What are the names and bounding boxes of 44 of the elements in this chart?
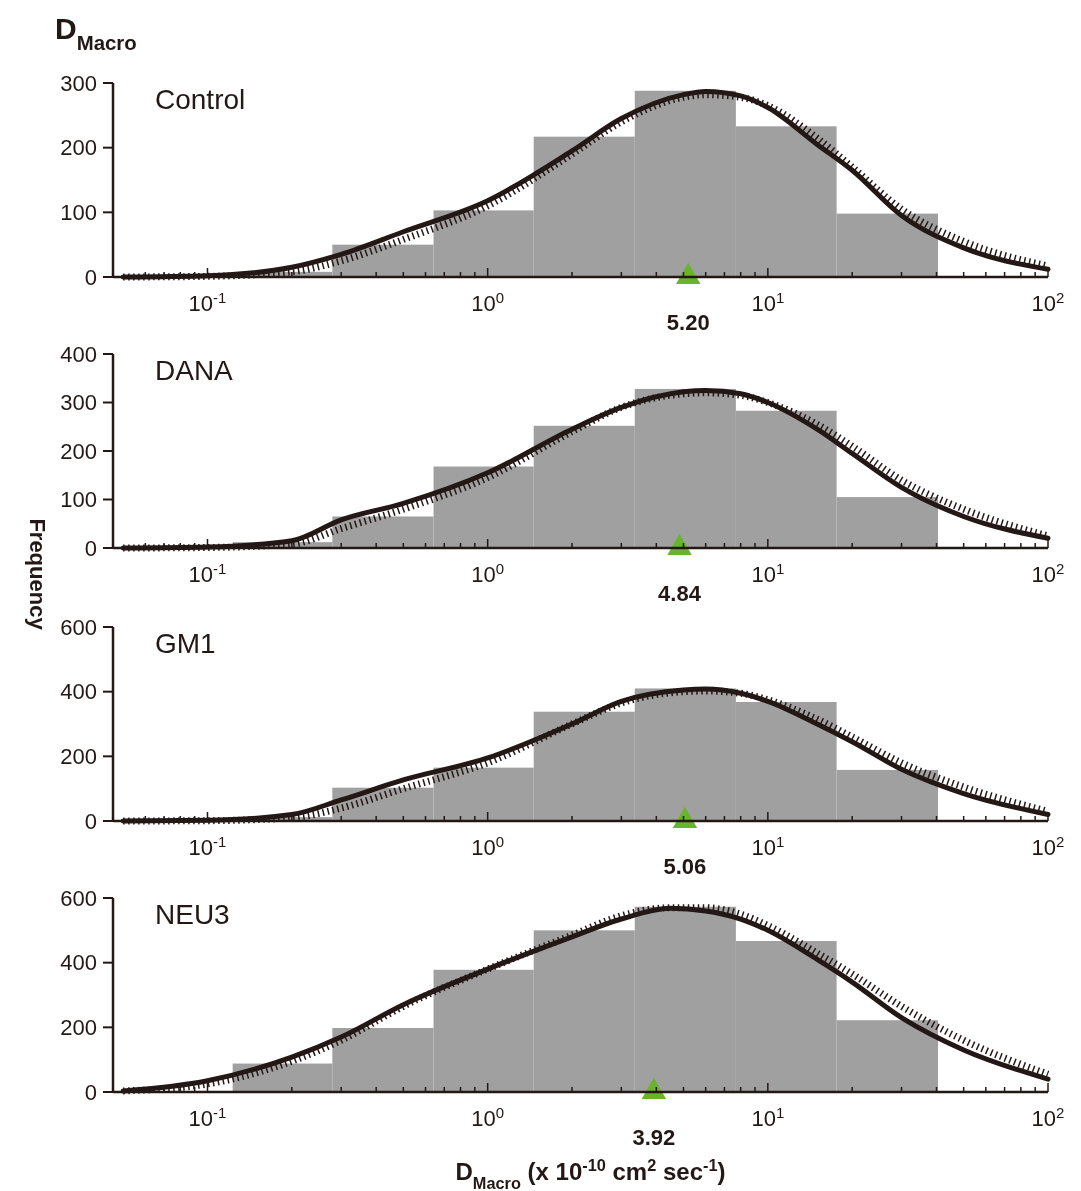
- y-tick-label: 300: [60, 70, 97, 96]
- x-tick-label: 10$^{1}$: [751, 559, 785, 587]
- text: D$_{Macro}$: [55, 12, 137, 54]
- x-tick-label: 10$^{0}$: [471, 559, 505, 587]
- y-tick-label: 100: [60, 487, 97, 513]
- x-tick-label: 10$^{1}$: [751, 288, 785, 316]
- annotation: 5.06: [663, 854, 707, 879]
- chart-title: NEU3: [155, 899, 230, 930]
- y-tick-label: 0: [84, 264, 97, 290]
- x-tick-label: 10$^{0}$: [471, 832, 505, 860]
- annotation: 3.92: [632, 1125, 676, 1150]
- x-tick-label: 10$^{2}$: [1031, 288, 1065, 316]
- y-axis-title: Frequency: [25, 518, 50, 631]
- x-tick-label: 10$^{-1}$: [188, 1103, 227, 1131]
- annotation: 5.20: [666, 310, 710, 335]
- y-tick-label: 600: [60, 614, 97, 640]
- y-tick-label: 0: [84, 1079, 97, 1105]
- text: D$_{Macro}$ (x 10$^{-10}$ cm$^{2}$ sec$^{-1}$): [455, 1156, 726, 1191]
- annotation: 4.84: [658, 581, 702, 606]
- x-tick-label: 10$^{2}$: [1031, 1103, 1065, 1131]
- y-tick-label: 200: [60, 438, 97, 464]
- x-tick-label: 10$^{0}$: [471, 1103, 505, 1131]
- y-tick-label: 300: [60, 390, 97, 416]
- chart-title: DANA: [155, 355, 234, 386]
- y-tick-label: 600: [60, 885, 97, 911]
- y-tick-label: 400: [60, 950, 97, 976]
- y-tick-label: 100: [60, 200, 97, 226]
- chart-title: Control: [155, 84, 246, 115]
- x-tick-label: 10$^{2}$: [1031, 832, 1065, 860]
- chart-title: GM1: [155, 628, 216, 659]
- x-tick-label: 10$^{1}$: [751, 1103, 785, 1131]
- x-tick-label: 10$^{-1}$: [188, 288, 227, 316]
- x-tick-label: 10$^{-1}$: [188, 832, 227, 860]
- y-tick-label: 200: [60, 135, 97, 161]
- x-tick-label: 10$^{1}$: [751, 832, 785, 860]
- y-tick-label: 400: [60, 341, 97, 367]
- y-tick-label: 0: [84, 535, 97, 561]
- y-tick-label: 400: [60, 679, 97, 705]
- x-tick-label: 10$^{-1}$: [188, 559, 227, 587]
- x-tick-label: 10$^{0}$: [471, 288, 505, 316]
- x-tick-label: 10$^{2}$: [1031, 559, 1065, 587]
- y-tick-label: 200: [60, 1015, 97, 1041]
- y-tick-label: 0: [84, 808, 97, 834]
- y-tick-label: 200: [60, 744, 97, 770]
